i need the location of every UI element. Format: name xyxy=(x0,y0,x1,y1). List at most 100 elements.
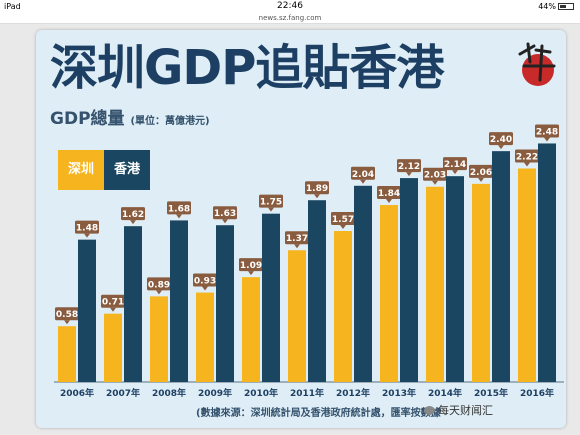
screen-content: 深圳GDP追貼香港 GDP總量 (單位：萬億港元) 0.58 1.48 2006年 0… xyxy=(0,24,580,435)
value-label-shenzhen-9: 2.06 xyxy=(469,164,493,182)
value-label-hongkong-4: 1.75 xyxy=(259,194,283,212)
x-tick-label-8: 2014年 xyxy=(428,387,462,399)
bar-hongkong-2 xyxy=(170,220,188,382)
value-label-shenzhen-4: 1.09 xyxy=(239,258,263,276)
svg-text:2.14: 2.14 xyxy=(444,160,466,170)
bar-shenzhen-7 xyxy=(380,205,398,382)
bar-shenzhen-3 xyxy=(196,292,214,382)
value-label-shenzhen-3: 0.93 xyxy=(193,273,217,291)
value-label-shenzhen-10: 2.22 xyxy=(515,149,539,167)
x-tick-label-9: 2015年 xyxy=(474,387,508,399)
value-label-shenzhen-0: 0.58 xyxy=(55,307,79,325)
bar-hongkong-5 xyxy=(308,200,326,382)
bar-shenzhen-9 xyxy=(472,183,490,382)
bar-shenzhen-0 xyxy=(58,326,76,382)
bar-chart: 0.58 1.48 2006年 0.71 1.62 2007年 0.89 1.68 2008年 0… xyxy=(54,124,564,399)
x-tick-label-1: 2007年 xyxy=(106,387,140,399)
bar-hongkong-4 xyxy=(262,213,280,382)
bar-hongkong-1 xyxy=(124,226,142,382)
clock: 22:46 xyxy=(277,1,303,11)
data-source-note: (數據來源：深圳統計局及香港政府統計處，匯率按數據 xyxy=(196,404,441,419)
value-label-hongkong-2: 1.68 xyxy=(167,201,191,219)
url-bar[interactable]: news.sz.fang.com xyxy=(0,14,580,24)
svg-text:2.48: 2.48 xyxy=(536,127,558,137)
bar-hongkong-8 xyxy=(446,176,464,382)
value-label-hongkong-0: 1.48 xyxy=(75,220,99,238)
value-label-hongkong-6: 2.04 xyxy=(351,166,375,184)
value-label-shenzhen-6: 1.57 xyxy=(331,211,355,229)
bar-hongkong-6 xyxy=(354,185,372,382)
svg-text:0.58: 0.58 xyxy=(56,310,78,320)
svg-text:2.40: 2.40 xyxy=(490,135,512,145)
svg-text:2.03: 2.03 xyxy=(424,171,446,181)
calligraphy-seal-icon xyxy=(518,42,556,86)
value-label-shenzhen-1: 0.71 xyxy=(101,294,125,312)
x-tick-label-5: 2011年 xyxy=(290,387,324,399)
value-label-hongkong-3: 1.63 xyxy=(213,206,237,224)
battery-percent: 44% xyxy=(538,2,556,11)
svg-text:1.75: 1.75 xyxy=(260,198,282,208)
unit-label: (單位：萬億港元) xyxy=(130,116,210,127)
x-tick-label-2: 2008年 xyxy=(152,387,186,399)
svg-text:0.89: 0.89 xyxy=(148,280,170,290)
x-tick-label-3: 2009年 xyxy=(198,387,232,399)
x-tick-label-4: 2010年 xyxy=(244,387,278,399)
value-label-hongkong-7: 2.12 xyxy=(397,159,421,177)
svg-text:0.93: 0.93 xyxy=(194,277,216,287)
bar-shenzhen-10 xyxy=(518,168,536,382)
svg-text:1.09: 1.09 xyxy=(240,261,262,271)
bar-shenzhen-4 xyxy=(242,277,260,382)
bar-hongkong-0 xyxy=(78,239,96,382)
value-label-hongkong-10: 2.48 xyxy=(535,124,559,142)
svg-text:1.48: 1.48 xyxy=(76,224,98,234)
value-label-shenzhen-7: 1.84 xyxy=(377,186,401,204)
battery-icon xyxy=(558,3,574,10)
x-tick-label-6: 2012年 xyxy=(336,387,370,399)
value-label-hongkong-8: 2.14 xyxy=(443,157,467,175)
x-tick-label-0: 2006年 xyxy=(60,387,94,399)
bar-hongkong-3 xyxy=(216,225,234,382)
svg-text:1.68: 1.68 xyxy=(168,204,190,214)
battery-status: 44% xyxy=(538,2,574,11)
value-label-shenzhen-5: 1.37 xyxy=(285,231,309,249)
value-label-shenzhen-2: 0.89 xyxy=(147,277,171,295)
bar-shenzhen-5 xyxy=(288,250,306,382)
x-tick-label-10: 2016年 xyxy=(520,387,554,399)
value-label-shenzhen-8: 2.03 xyxy=(423,167,447,185)
footnote-text: (數據來源：深圳統計局及香港政府統計處，匯率按數據 xyxy=(196,408,441,419)
bar-hongkong-9 xyxy=(492,151,510,382)
svg-text:2.22: 2.22 xyxy=(516,152,538,162)
svg-text:1.63: 1.63 xyxy=(214,209,236,219)
svg-text:2.04: 2.04 xyxy=(352,170,374,180)
wechat-icon xyxy=(424,406,435,415)
legend-hongkong: 香港 xyxy=(104,150,150,190)
watermark-text: 每天财闻汇 xyxy=(438,404,493,417)
svg-text:1.89: 1.89 xyxy=(306,184,328,194)
bar-hongkong-10 xyxy=(538,143,556,382)
chart-subtitle: GDP總量 (單位：萬億港元) xyxy=(50,104,210,129)
legend-shenzhen: 深圳 xyxy=(58,150,104,190)
svg-text:1.62: 1.62 xyxy=(122,210,144,220)
bar-shenzhen-2 xyxy=(150,296,168,382)
svg-text:0.71: 0.71 xyxy=(102,298,124,308)
svg-text:1.37: 1.37 xyxy=(286,234,308,244)
svg-text:1.57: 1.57 xyxy=(332,215,354,225)
svg-text:2.12: 2.12 xyxy=(398,162,420,172)
svg-text:2.06: 2.06 xyxy=(470,168,492,178)
status-bar: iPad 22:46 44% xyxy=(0,0,580,14)
gdp-poster: 深圳GDP追貼香港 GDP總量 (單位：萬億港元) 0.58 1.48 2006年 0… xyxy=(36,30,566,428)
svg-text:1.84: 1.84 xyxy=(378,189,400,199)
bar-shenzhen-8 xyxy=(426,186,444,382)
device-name: iPad xyxy=(4,2,21,11)
poster-title: 深圳GDP追貼香港 xyxy=(50,40,444,96)
value-label-hongkong-9: 2.40 xyxy=(489,132,513,150)
x-tick-label-7: 2013年 xyxy=(382,387,416,399)
chart-legend: 深圳 香港 xyxy=(58,150,150,190)
watermark: 每天财闻汇 xyxy=(424,402,493,418)
value-label-hongkong-5: 1.89 xyxy=(305,181,329,199)
value-label-hongkong-1: 1.62 xyxy=(121,207,145,225)
bar-shenzhen-1 xyxy=(104,313,122,382)
bar-shenzhen-6 xyxy=(334,230,352,382)
bar-hongkong-7 xyxy=(400,178,418,382)
subtitle-text: GDP總量 xyxy=(50,109,125,129)
